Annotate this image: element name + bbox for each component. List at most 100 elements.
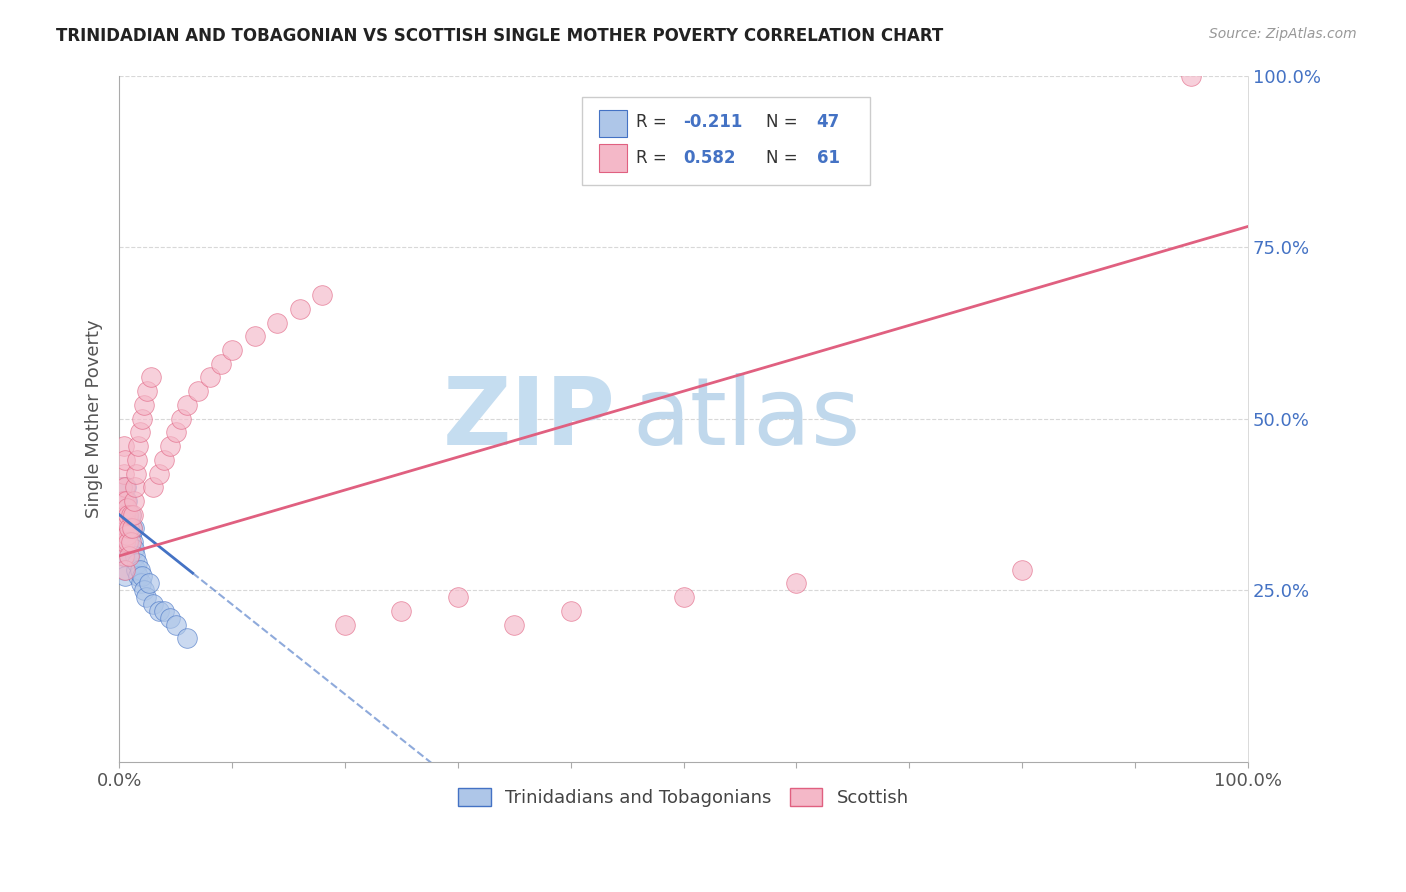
Point bbox=[122, 542, 145, 557]
Point bbox=[560, 604, 582, 618]
Point bbox=[112, 439, 135, 453]
Point bbox=[111, 494, 134, 508]
Text: TRINIDADIAN AND TOBAGONIAN VS SCOTTISH SINGLE MOTHER POVERTY CORRELATION CHART: TRINIDADIAN AND TOBAGONIAN VS SCOTTISH S… bbox=[56, 27, 943, 45]
Text: atlas: atlas bbox=[633, 373, 860, 465]
Point bbox=[122, 494, 145, 508]
Point bbox=[127, 439, 149, 453]
Point bbox=[112, 563, 135, 577]
Point bbox=[114, 528, 136, 542]
Point bbox=[120, 528, 142, 542]
Point bbox=[132, 398, 155, 412]
Point bbox=[131, 411, 153, 425]
Point bbox=[129, 576, 152, 591]
Point bbox=[127, 556, 149, 570]
Point bbox=[112, 494, 135, 508]
Text: -0.211: -0.211 bbox=[683, 113, 742, 131]
Text: 47: 47 bbox=[817, 113, 839, 131]
Text: N =: N = bbox=[766, 149, 803, 167]
Point bbox=[266, 316, 288, 330]
Text: N =: N = bbox=[766, 113, 803, 131]
Point bbox=[111, 549, 134, 563]
Point bbox=[785, 576, 807, 591]
Point bbox=[127, 452, 149, 467]
Point bbox=[110, 515, 132, 529]
Point bbox=[121, 535, 143, 549]
Point bbox=[121, 521, 143, 535]
Text: ZIP: ZIP bbox=[443, 373, 616, 465]
Point bbox=[288, 301, 311, 316]
Point bbox=[110, 521, 132, 535]
Point bbox=[121, 508, 143, 522]
Point bbox=[148, 604, 170, 618]
Point bbox=[111, 535, 134, 549]
Point bbox=[115, 515, 138, 529]
Point bbox=[128, 563, 150, 577]
Point bbox=[125, 563, 148, 577]
Point bbox=[127, 569, 149, 583]
Text: 61: 61 bbox=[817, 149, 839, 167]
Point bbox=[120, 535, 142, 549]
Point bbox=[110, 494, 132, 508]
Bar bbox=[599, 145, 627, 171]
Point bbox=[132, 583, 155, 598]
Point bbox=[115, 500, 138, 515]
Point bbox=[120, 508, 142, 522]
Point bbox=[672, 590, 695, 604]
Point bbox=[165, 425, 187, 440]
Point bbox=[170, 411, 193, 425]
Point bbox=[114, 480, 136, 494]
Point bbox=[111, 494, 134, 508]
Point bbox=[114, 508, 136, 522]
Point bbox=[115, 521, 138, 535]
Point bbox=[115, 515, 138, 529]
Point bbox=[198, 370, 221, 384]
Point bbox=[117, 508, 139, 522]
Text: Source: ZipAtlas.com: Source: ZipAtlas.com bbox=[1209, 27, 1357, 41]
Point bbox=[124, 549, 146, 563]
Point bbox=[110, 480, 132, 494]
Point bbox=[311, 288, 333, 302]
Point bbox=[112, 467, 135, 481]
Point bbox=[118, 521, 141, 535]
Point bbox=[153, 452, 176, 467]
Point bbox=[165, 617, 187, 632]
Point bbox=[115, 500, 138, 515]
Point bbox=[110, 480, 132, 494]
Y-axis label: Single Mother Poverty: Single Mother Poverty bbox=[86, 319, 103, 518]
Point bbox=[128, 425, 150, 440]
Point bbox=[187, 384, 209, 399]
Point bbox=[176, 398, 198, 412]
FancyBboxPatch shape bbox=[582, 97, 870, 186]
Point bbox=[115, 508, 138, 522]
Point bbox=[221, 343, 243, 357]
Text: R =: R = bbox=[636, 113, 672, 131]
Point bbox=[114, 452, 136, 467]
Point bbox=[153, 604, 176, 618]
Point bbox=[159, 439, 181, 453]
Point bbox=[110, 508, 132, 522]
Point bbox=[117, 528, 139, 542]
Point bbox=[118, 549, 141, 563]
Point bbox=[124, 480, 146, 494]
Point bbox=[135, 590, 157, 604]
Point bbox=[176, 632, 198, 646]
Point bbox=[148, 467, 170, 481]
Point bbox=[110, 528, 132, 542]
Point bbox=[121, 521, 143, 535]
Point bbox=[115, 494, 138, 508]
Point bbox=[111, 515, 134, 529]
Point bbox=[391, 604, 413, 618]
Point bbox=[131, 569, 153, 583]
Point bbox=[112, 521, 135, 535]
Point bbox=[112, 521, 135, 535]
Text: R =: R = bbox=[636, 149, 672, 167]
Point bbox=[159, 610, 181, 624]
Point bbox=[1180, 69, 1202, 83]
Point bbox=[111, 535, 134, 549]
Point bbox=[114, 563, 136, 577]
Point bbox=[114, 535, 136, 549]
Point bbox=[110, 508, 132, 522]
Point bbox=[115, 494, 138, 508]
Point bbox=[136, 384, 159, 399]
Point bbox=[117, 535, 139, 549]
